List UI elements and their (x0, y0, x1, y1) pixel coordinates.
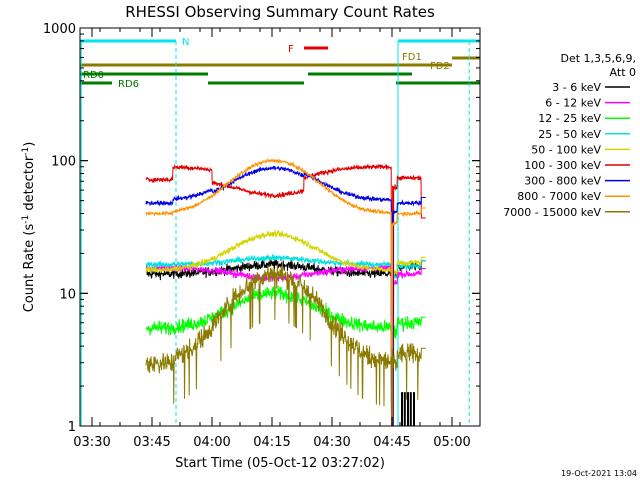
axes: 1 10 100 1000 03:30 03:45 04:00 04:15 04:30 04:45… (21, 22, 481, 450)
legend: Det 1,3,5,6,9,Att 0 3 - 6 keV 6 - 12 keV 12… (503, 52, 636, 219)
y-tick-label: 10 (59, 287, 76, 302)
legend-label: 7000 - 15000 keV (503, 206, 601, 219)
flag-label-f: F (288, 44, 294, 55)
flag-bars: N F FD1 FD2 RD0 RD6 (80, 37, 480, 426)
x-tick-label: 04:00 (193, 435, 230, 450)
legend-label: 6 - 12 keV (545, 97, 601, 110)
legend-header: Att 0 (610, 66, 636, 79)
series-line (145, 229, 426, 427)
series-line (145, 163, 426, 427)
legend-label: 100 - 300 keV (524, 159, 601, 172)
legend-header: Det 1,3,5,6,9, (560, 52, 636, 65)
x-tick-label: 03:45 (133, 435, 170, 450)
timestamp: 19-Oct-2021 13:04 (561, 469, 637, 478)
x-tick-label: 05:00 (433, 435, 470, 450)
flag-label-n: N (182, 37, 189, 48)
x-axis-label: Start Time (05-Oct-12 03:27:02) (175, 456, 385, 471)
legend-label: 300 - 800 keV (524, 175, 601, 188)
flag-label-rd0: RD0 (83, 70, 104, 81)
legend-label: 800 - 7000 keV (517, 190, 601, 203)
y-tick-label: 1000 (43, 22, 76, 37)
x-tick-label: 04:15 (253, 435, 290, 450)
y-axis-label: Count Rate (s-1 detector-1) (21, 142, 37, 313)
series-line (145, 165, 426, 427)
x-tick-label: 04:30 (313, 435, 350, 450)
legend-label: 25 - 50 keV (538, 128, 601, 141)
plot-area: N F FD1 FD2 RD0 RD6 (80, 37, 480, 427)
y-tick-label: 1 (68, 420, 76, 435)
series-line (145, 285, 426, 427)
flag-label-rd6: RD6 (118, 79, 139, 90)
flag-label-fd2: FD2 (430, 61, 450, 72)
x-tick-label: 03:30 (73, 435, 110, 450)
plot-frame (79, 27, 481, 427)
legend-label: 12 - 25 keV (538, 112, 601, 125)
flag-label-fd1: FD1 (402, 52, 422, 63)
series-line (145, 263, 426, 427)
legend-label: 50 - 100 keV (531, 143, 601, 156)
series-line (145, 157, 426, 427)
y-tick-label: 100 (51, 155, 76, 170)
x-tick-label: 04:45 (373, 435, 410, 450)
chart-title: RHESSI Observing Summary Count Rates (125, 3, 435, 21)
dropout-spikes (401, 392, 415, 426)
legend-label: 3 - 6 keV (552, 81, 601, 94)
series-line (145, 259, 426, 427)
